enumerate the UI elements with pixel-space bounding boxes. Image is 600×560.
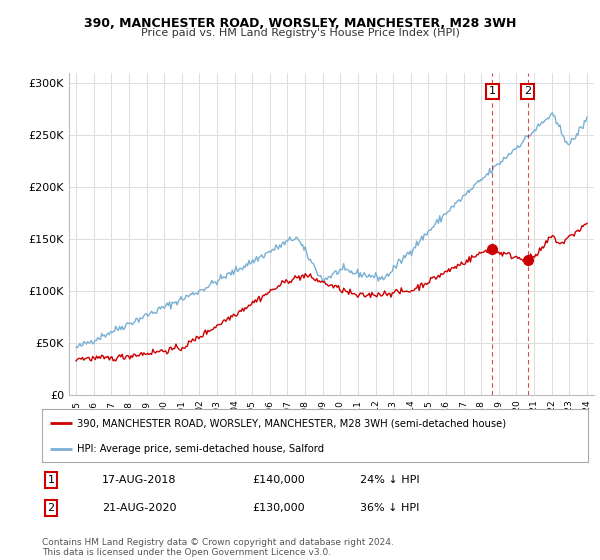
Text: 390, MANCHESTER ROAD, WORSLEY, MANCHESTER, M28 3WH (semi-detached house): 390, MANCHESTER ROAD, WORSLEY, MANCHESTE… xyxy=(77,418,506,428)
Text: 17-AUG-2018: 17-AUG-2018 xyxy=(102,475,176,485)
Text: 21-AUG-2020: 21-AUG-2020 xyxy=(102,503,176,513)
Text: Contains HM Land Registry data © Crown copyright and database right 2024.
This d: Contains HM Land Registry data © Crown c… xyxy=(42,538,394,557)
Text: 2: 2 xyxy=(524,86,531,96)
Text: 2: 2 xyxy=(47,503,55,513)
Text: 36% ↓ HPI: 36% ↓ HPI xyxy=(360,503,419,513)
Text: £130,000: £130,000 xyxy=(252,503,305,513)
Text: 1: 1 xyxy=(489,86,496,96)
Text: 390, MANCHESTER ROAD, WORSLEY, MANCHESTER, M28 3WH: 390, MANCHESTER ROAD, WORSLEY, MANCHESTE… xyxy=(84,17,516,30)
Text: Price paid vs. HM Land Registry's House Price Index (HPI): Price paid vs. HM Land Registry's House … xyxy=(140,28,460,38)
Text: HPI: Average price, semi-detached house, Salford: HPI: Average price, semi-detached house,… xyxy=(77,444,325,454)
Text: 24% ↓ HPI: 24% ↓ HPI xyxy=(360,475,419,485)
Text: 1: 1 xyxy=(47,475,55,485)
Text: £140,000: £140,000 xyxy=(252,475,305,485)
